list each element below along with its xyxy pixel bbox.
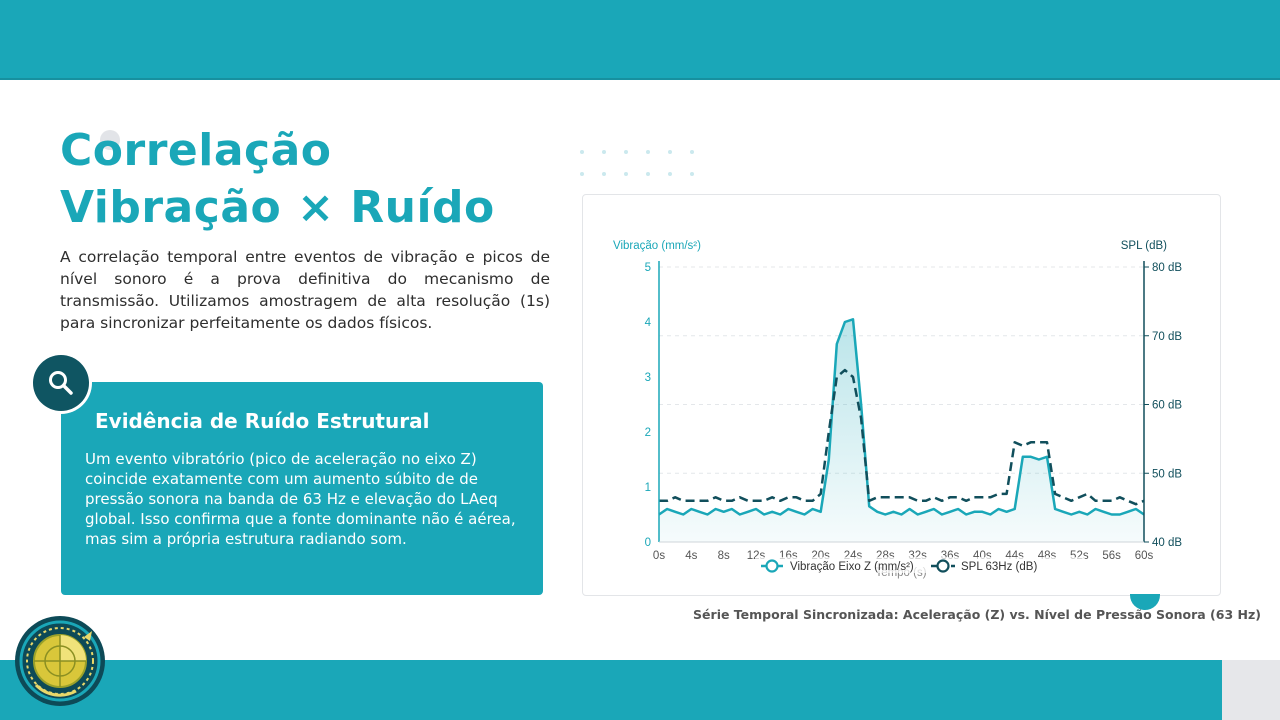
y-right-axis-label: SPL (dB) bbox=[1121, 240, 1167, 252]
spl-series-line bbox=[659, 368, 1145, 506]
y-right-tick-label: 40 dB bbox=[1152, 537, 1182, 549]
decorative-dot bbox=[100, 130, 120, 150]
decorative-dot bbox=[624, 150, 628, 154]
header-band bbox=[0, 0, 1280, 80]
y-left-tick-label: 1 bbox=[645, 482, 651, 494]
decorative-dot bbox=[580, 172, 584, 176]
title-line-2: Vibração × Ruído bbox=[60, 182, 495, 233]
legend-marker-spl bbox=[936, 559, 950, 573]
decorative-dot bbox=[602, 172, 606, 176]
y-left-tick-label: 2 bbox=[645, 427, 651, 439]
x-tick-label: 0s bbox=[653, 550, 665, 562]
x-tick-label: 56s bbox=[1102, 550, 1121, 562]
evidence-card-title: Evidência de Ruído Estrutural bbox=[95, 409, 430, 433]
x-tick-label: 8s bbox=[718, 550, 730, 562]
y-left-tick-label: 5 bbox=[645, 262, 651, 274]
decorative-dot bbox=[690, 172, 694, 176]
legend-label-spl: SPL 63Hz (dB) bbox=[961, 561, 1037, 573]
company-logo-icon bbox=[15, 616, 105, 706]
chart-card: 0 1 2 3 4 5 40 dB 50 dB 60 dB 70 dB 80 dB 0s 4s 8s 12s… bbox=[582, 194, 1221, 596]
legend-marker-vibration bbox=[765, 559, 779, 573]
decorative-dot bbox=[668, 172, 672, 176]
decorative-dot bbox=[580, 150, 584, 154]
search-icon bbox=[49, 371, 73, 395]
decorative-dot bbox=[624, 172, 628, 176]
y-left-tick-label: 3 bbox=[645, 372, 651, 384]
legend-label-vibration: Vibração Eixo Z (mm/s²) bbox=[790, 561, 914, 573]
search-badge bbox=[33, 355, 89, 411]
x-tick-label: 60s bbox=[1135, 550, 1154, 562]
intro-paragraph: A correlação temporal entre eventos de v… bbox=[60, 248, 550, 332]
chart-legend: Vibração Eixo Z (mm/s²) SPL 63Hz (dB) bbox=[755, 557, 1085, 573]
footer-gray-block bbox=[1222, 660, 1280, 720]
chart-caption: Série Temporal Sincronizada: Aceleração … bbox=[693, 607, 1261, 622]
decorative-blob bbox=[1130, 594, 1160, 610]
decorative-dot bbox=[646, 172, 650, 176]
decorative-dot-grid bbox=[576, 146, 706, 182]
footer-band bbox=[0, 660, 1222, 720]
y-left-tick-label: 0 bbox=[645, 537, 651, 549]
vibration-area bbox=[659, 319, 1144, 542]
vibration-series-line bbox=[658, 318, 1145, 516]
slide-title: Correlação Vibração × Ruído bbox=[60, 122, 580, 236]
y-right-tick-label: 80 dB bbox=[1152, 262, 1182, 274]
evidence-card: Evidência de Ruído Estrutural Um evento … bbox=[61, 382, 543, 595]
decorative-dot bbox=[602, 150, 606, 154]
title-line-1: Correlação bbox=[60, 125, 332, 176]
y-right-tick-label: 50 dB bbox=[1152, 468, 1182, 480]
y-right-tick-label: 60 dB bbox=[1152, 400, 1182, 412]
x-tick-label: 4s bbox=[685, 550, 697, 562]
decorative-dot bbox=[690, 150, 694, 154]
y-left-tick-label: 4 bbox=[645, 317, 652, 329]
evidence-card-text: Um evento vibratório (pico de aceleração… bbox=[85, 450, 516, 548]
decorative-dot bbox=[646, 150, 650, 154]
y-left-axis-label: Vibração (mm/s²) bbox=[613, 240, 701, 252]
y-right-tick-label: 70 dB bbox=[1152, 331, 1182, 343]
decorative-dot bbox=[668, 150, 672, 154]
